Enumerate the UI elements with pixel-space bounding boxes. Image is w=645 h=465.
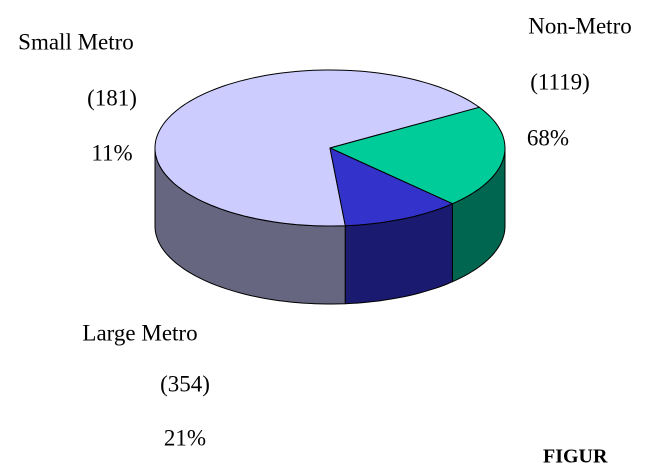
pie-slice xyxy=(329,147,453,227)
footer: FIGUR xyxy=(543,446,608,465)
slice-label: Large Metro xyxy=(82,320,197,345)
slice-share-label: 68% xyxy=(527,125,569,150)
slice-share-label: 11% xyxy=(91,140,132,165)
slice-label: Small Metro xyxy=(18,29,134,54)
slice-share-label: 21% xyxy=(164,425,206,450)
pie-slice xyxy=(329,106,506,205)
slice-value-label: (354) xyxy=(160,371,210,396)
slice-value-label: (1119) xyxy=(530,69,590,94)
pie-slice xyxy=(154,69,480,227)
slice-label: Non-Metro xyxy=(528,13,631,38)
slice-value-label: (181) xyxy=(87,85,137,110)
